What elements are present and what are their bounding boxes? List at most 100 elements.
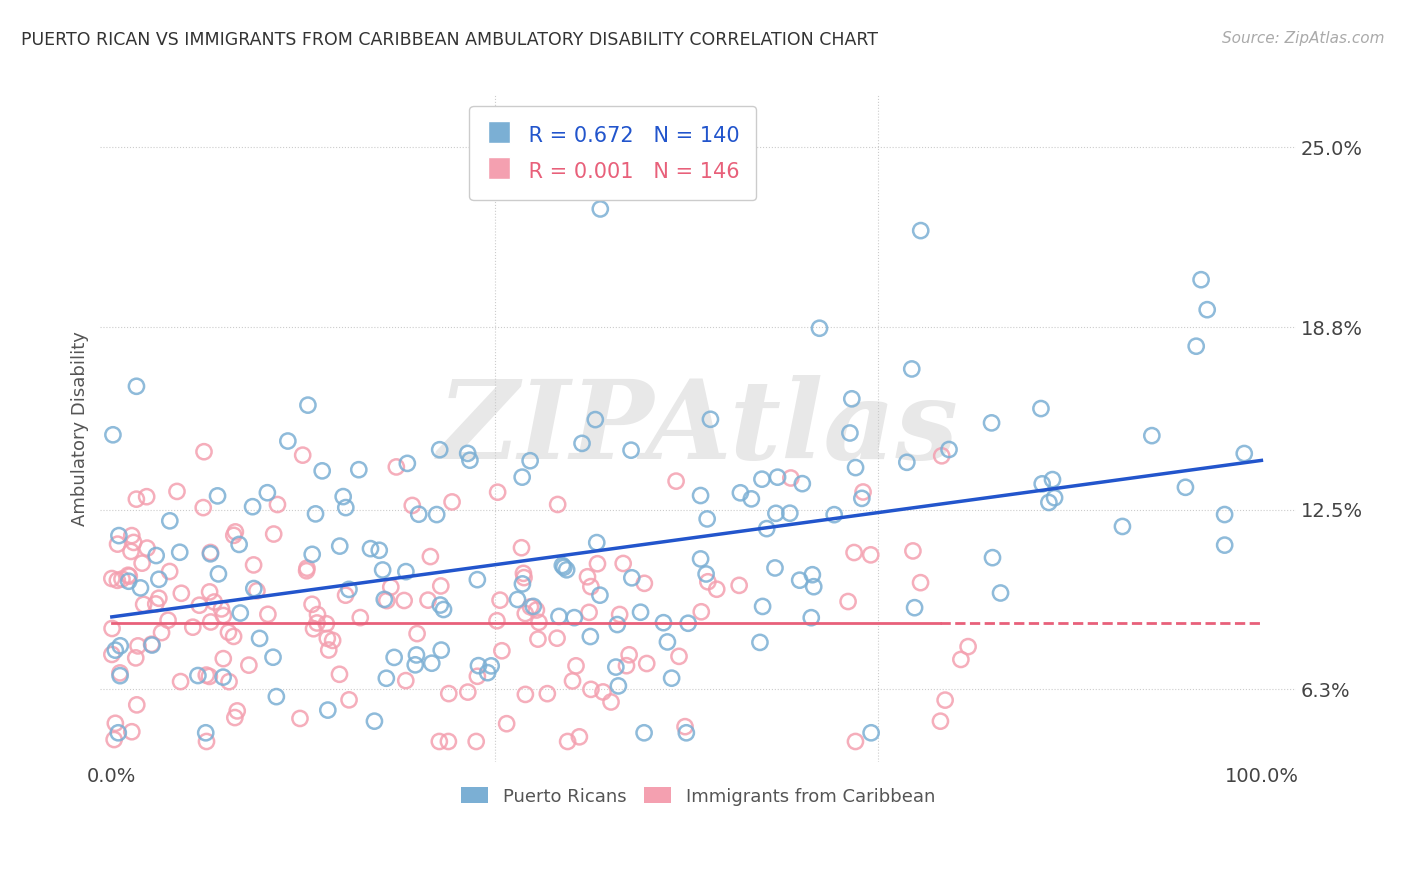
- Point: [266, 498, 288, 512]
- Point: [589, 202, 612, 216]
- Point: [740, 491, 762, 506]
- Point: [141, 637, 163, 651]
- Point: [118, 574, 141, 589]
- Point: [212, 651, 235, 665]
- Point: [226, 704, 249, 718]
- Point: [426, 508, 449, 522]
- Point: [527, 615, 550, 630]
- Point: [609, 607, 631, 622]
- Point: [695, 566, 717, 581]
- Point: [1111, 519, 1133, 533]
- Point: [316, 632, 339, 646]
- Point: [401, 499, 423, 513]
- Point: [515, 687, 537, 701]
- Point: [699, 412, 721, 426]
- Point: [222, 629, 245, 643]
- Point: [934, 693, 956, 707]
- Point: [125, 651, 148, 665]
- Point: [101, 572, 124, 586]
- Point: [522, 599, 544, 614]
- Point: [371, 563, 394, 577]
- Point: [486, 485, 509, 500]
- Point: [1185, 339, 1208, 353]
- Point: [315, 616, 337, 631]
- Point: [429, 442, 451, 457]
- Point: [101, 622, 124, 636]
- Point: [467, 573, 489, 587]
- Point: [949, 652, 972, 666]
- Point: [122, 535, 145, 549]
- Point: [169, 545, 191, 559]
- Point: [489, 593, 512, 607]
- Point: [242, 500, 264, 514]
- Point: [395, 673, 418, 688]
- Text: Source: ZipAtlas.com: Source: ZipAtlas.com: [1222, 31, 1385, 46]
- Point: [135, 490, 157, 504]
- Point: [118, 569, 141, 583]
- Point: [592, 685, 614, 699]
- Point: [1174, 480, 1197, 494]
- Point: [519, 454, 541, 468]
- Point: [159, 514, 181, 528]
- Point: [510, 470, 533, 484]
- Point: [159, 565, 181, 579]
- Point: [382, 650, 405, 665]
- Point: [316, 703, 339, 717]
- Point: [607, 679, 630, 693]
- Point: [263, 527, 285, 541]
- Point: [838, 425, 860, 440]
- Point: [238, 658, 260, 673]
- Point: [605, 660, 627, 674]
- Point: [457, 685, 479, 699]
- Point: [779, 506, 801, 520]
- Point: [633, 576, 655, 591]
- Point: [212, 670, 235, 684]
- Point: [467, 658, 489, 673]
- Point: [307, 607, 329, 622]
- Point: [513, 571, 536, 585]
- Point: [696, 574, 718, 589]
- Point: [630, 605, 652, 619]
- Point: [200, 547, 222, 561]
- Point: [1189, 273, 1212, 287]
- Point: [803, 580, 825, 594]
- Point: [103, 732, 125, 747]
- Point: [633, 726, 655, 740]
- Point: [349, 610, 371, 624]
- Point: [562, 610, 585, 624]
- Point: [689, 489, 711, 503]
- Point: [1213, 508, 1236, 522]
- Text: PUERTO RICAN VS IMMIGRANTS FROM CARIBBEAN AMBULATORY DISABILITY CORRELATION CHAR: PUERTO RICAN VS IMMIGRANTS FROM CARIBBEA…: [21, 31, 879, 49]
- Point: [335, 500, 357, 515]
- Point: [583, 412, 606, 426]
- Point: [105, 574, 128, 588]
- Point: [808, 321, 831, 335]
- Point: [557, 734, 579, 748]
- Point: [1140, 428, 1163, 442]
- Point: [661, 671, 683, 685]
- Point: [395, 565, 418, 579]
- Point: [311, 464, 333, 478]
- Point: [132, 598, 155, 612]
- Point: [121, 528, 143, 542]
- Point: [145, 597, 167, 611]
- Point: [910, 575, 932, 590]
- Point: [302, 622, 325, 636]
- Point: [938, 442, 960, 457]
- Point: [512, 577, 534, 591]
- Point: [207, 566, 229, 581]
- Point: [430, 643, 453, 657]
- Point: [329, 539, 352, 553]
- Point: [408, 507, 430, 521]
- Point: [571, 436, 593, 450]
- Point: [262, 650, 284, 665]
- Point: [107, 726, 129, 740]
- Point: [188, 598, 211, 612]
- Point: [301, 547, 323, 561]
- Point: [730, 485, 752, 500]
- Point: [823, 508, 845, 522]
- Point: [844, 734, 866, 748]
- Point: [981, 550, 1004, 565]
- Point: [706, 582, 728, 597]
- Point: [536, 687, 558, 701]
